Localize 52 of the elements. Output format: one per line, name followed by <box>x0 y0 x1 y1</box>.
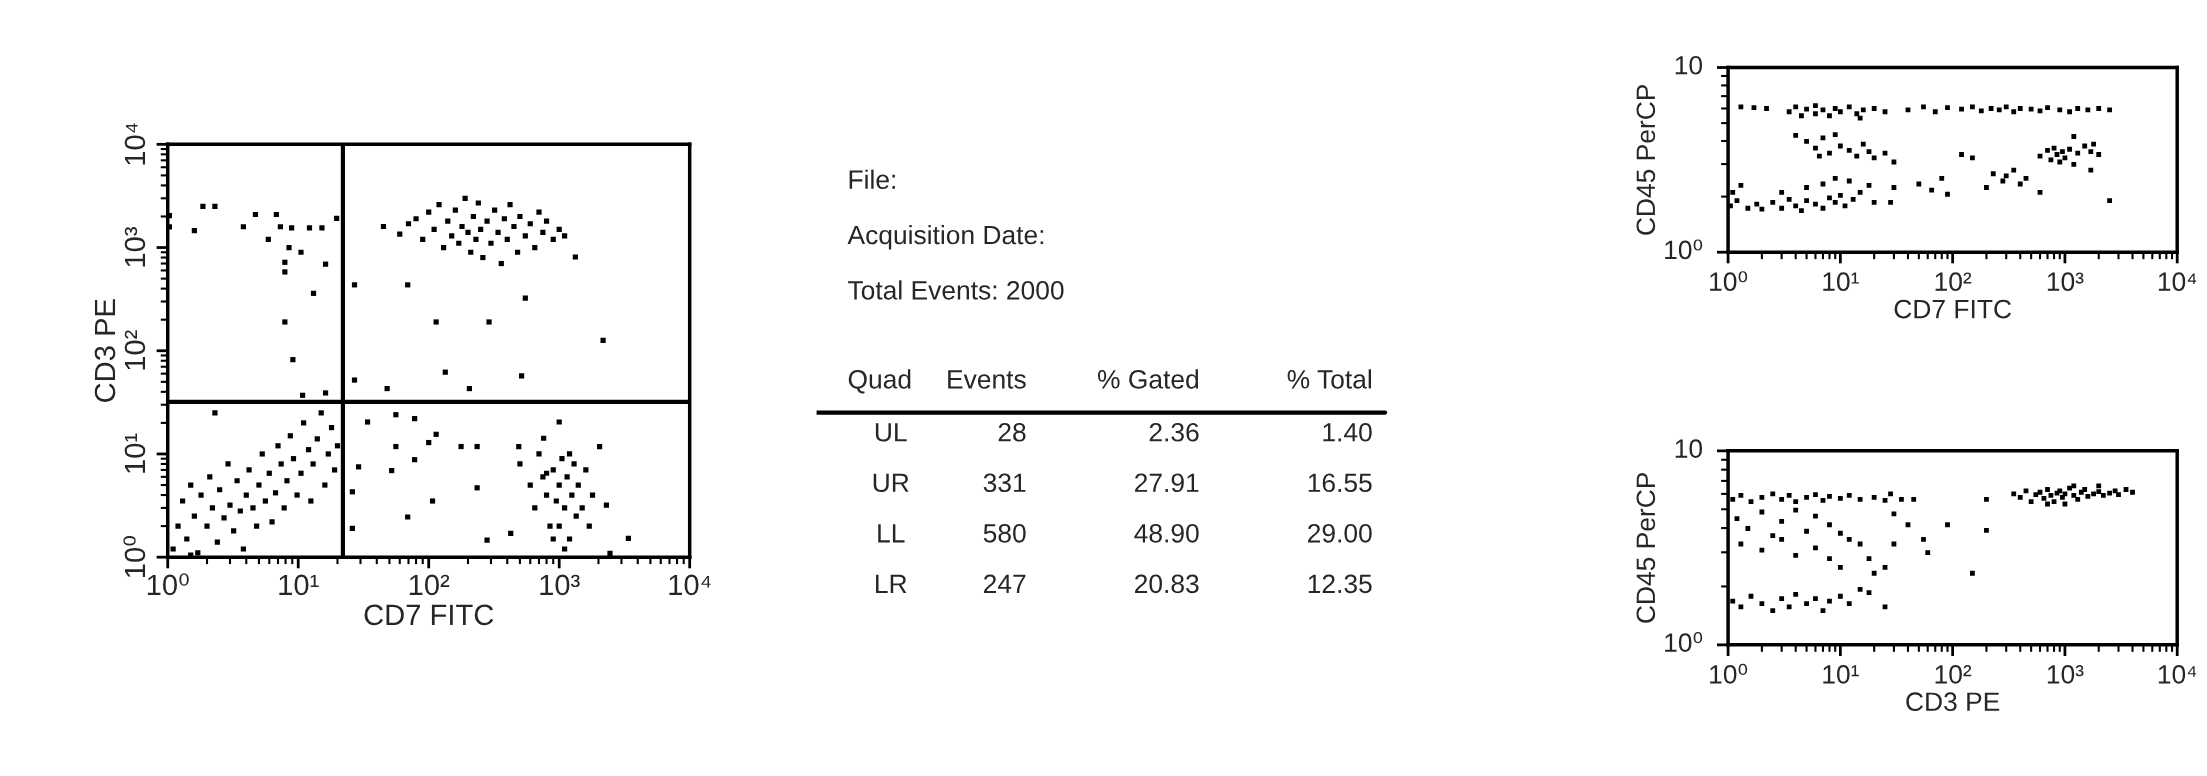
data-label: 1.40 <box>1323 422 1372 442</box>
x-tick-label: 10³ <box>2047 665 2084 684</box>
text: Acquisition Date: <box>847 224 1044 250</box>
y-tick-label: 10² <box>124 330 146 370</box>
text: Events <box>948 370 1026 389</box>
x-tick-label: 10⁰ <box>1710 663 1748 684</box>
text: Quad <box>848 369 911 394</box>
data-label: 28 <box>998 422 1026 442</box>
x-tick-label: 10³ <box>540 574 580 596</box>
data-label: 2.36 <box>1149 422 1199 442</box>
y-axis-title: CD3 PE <box>94 299 116 402</box>
text: Total Events: 2000 <box>848 280 1064 300</box>
data-label: 247 <box>984 574 1026 593</box>
y-tick-label: 10⁰ <box>1665 632 1703 652</box>
text: % Total <box>1287 369 1371 389</box>
y-tick-label: 10³ <box>124 227 146 267</box>
y-tick-label: 10 <box>1675 55 1703 75</box>
data-label: 27.91 <box>1135 473 1199 493</box>
text: % Gated <box>1097 369 1199 389</box>
data-label: 580 <box>983 523 1026 543</box>
x-tick-label: 10³ <box>2047 272 2084 292</box>
y-tick-label: 10⁰ <box>1665 239 1703 260</box>
x-tick-label: 10⁴ <box>2158 665 2197 684</box>
category-label: UL <box>875 423 907 442</box>
data-label: 20.83 <box>1135 574 1199 594</box>
y-axis-title: CD45 PerCP <box>1636 472 1656 623</box>
y-axis-title: CD45 PerCP <box>1636 84 1656 235</box>
text: File: <box>849 169 895 190</box>
x-tick-label: 10² <box>1935 272 1972 292</box>
data-label: 12.35 <box>1308 574 1372 594</box>
x-axis-title: CD3 PE <box>1906 692 2000 712</box>
category-label: LL <box>878 524 905 543</box>
x-tick-label: 10⁴ <box>669 574 711 596</box>
category-label: UR <box>873 473 909 493</box>
x-tick-label: 10⁴ <box>2158 272 2197 292</box>
y-tick-label: 10 <box>1675 439 1703 458</box>
x-tick-label: 10¹ <box>1823 272 1859 292</box>
data-label: 331 <box>983 473 1026 493</box>
x-tick-label: 10¹ <box>279 574 319 596</box>
y-tick-label: 10⁴ <box>124 123 146 165</box>
data-label: 29.00 <box>1308 523 1372 543</box>
data-label: 48.90 <box>1134 523 1199 543</box>
x-tick-label: 10² <box>1935 665 1972 684</box>
x-tick-label: 10² <box>409 574 450 596</box>
category-label: LR <box>876 574 907 593</box>
x-tick-label: 10⁰ <box>1710 271 1748 292</box>
y-tick-label: 10¹ <box>124 433 146 473</box>
data-label: 16.55 <box>1308 473 1372 493</box>
x-tick-label: 10⁰ <box>147 573 189 596</box>
x-axis-title: CD7 FITC <box>1894 299 2012 319</box>
x-tick-label: 10¹ <box>1823 665 1859 684</box>
x-axis-title: CD7 FITC <box>364 604 494 626</box>
